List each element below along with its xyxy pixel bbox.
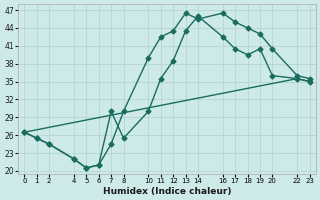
X-axis label: Humidex (Indice chaleur): Humidex (Indice chaleur) <box>103 187 231 196</box>
